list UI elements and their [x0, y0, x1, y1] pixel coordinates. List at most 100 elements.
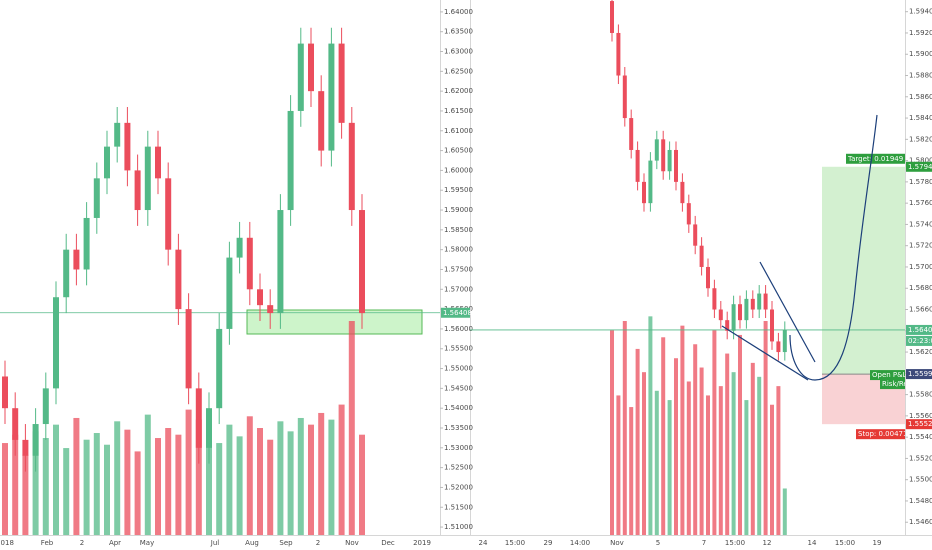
volume-bar [318, 412, 325, 535]
x-tick-label: Apr [109, 539, 121, 547]
candle-body [246, 237, 253, 290]
y-tick-label: 1.55800 [909, 391, 932, 399]
volume-bar [195, 419, 202, 535]
x-tick-label: 29 [544, 539, 553, 547]
last-price-label-box [906, 324, 932, 335]
y-tick-label: 1.59000 [444, 206, 473, 214]
x-tick-label: 15:00 [505, 539, 525, 547]
y-tick-label: 1.61000 [444, 127, 473, 135]
candle-body [699, 245, 704, 267]
open-pnl-label: Open P&L: 0.0 [872, 371, 922, 379]
candle-body [155, 146, 161, 179]
x-tick-label: 14 [808, 539, 817, 547]
volume-bar [297, 417, 304, 535]
candle-body [622, 75, 627, 119]
candle-body [338, 43, 345, 123]
y-tick-label: 1.55400 [909, 433, 932, 441]
volume-bar [2, 443, 8, 535]
stop-label: Stop: 0.00471 (0.30 [858, 430, 928, 438]
volume-bar [635, 348, 640, 535]
volume-bar [725, 353, 730, 535]
candle-body [738, 304, 742, 321]
y-tick-label: 1.51500 [444, 503, 473, 511]
x-tick-label: Dec [381, 539, 395, 547]
y-tick-label: 1.54600 [909, 518, 932, 526]
x-tick-label: 15:00 [725, 539, 745, 547]
volume-bar [782, 488, 787, 535]
candle-body [770, 309, 774, 342]
candle-body [22, 439, 29, 456]
volume-bar [42, 438, 49, 535]
candle-body [629, 118, 634, 150]
projection-curve [789, 114, 878, 381]
volume-bar [287, 431, 294, 535]
support-zone [246, 309, 423, 335]
volume-bar [155, 438, 161, 535]
y-tick-label: 1.52000 [444, 483, 473, 491]
x-tick-label: Sep [279, 539, 293, 547]
last-price-label-box [441, 307, 470, 318]
y-tick-label: 1.58600 [909, 93, 932, 101]
target-label: Target: 0.01949 (1.25%) [847, 155, 932, 163]
volume-bar [776, 386, 781, 535]
x-tick-label: May [140, 539, 154, 547]
volume-bar [267, 439, 274, 535]
volume-bar [22, 454, 29, 535]
stop-price-label-box [906, 419, 932, 430]
candle-body [32, 424, 39, 456]
volume-bar [338, 404, 345, 535]
candle-body [93, 178, 100, 218]
volume-bar [104, 444, 110, 535]
candle-body [257, 289, 263, 306]
x-tick-label: Nov [610, 539, 624, 547]
x-tick-label: 12 [763, 539, 772, 547]
y-tick-label: 1.62500 [444, 67, 473, 75]
volume-bar [699, 367, 704, 535]
volume-bar [770, 404, 774, 535]
candle-body [42, 388, 49, 425]
y-tick-label: 1.58000 [444, 246, 473, 254]
volume-bar [348, 321, 355, 535]
candle-body [216, 328, 223, 409]
candle-body [226, 257, 233, 329]
volume-bar [185, 409, 192, 535]
volume-bar [763, 321, 768, 535]
volume-bar [63, 448, 70, 535]
candle-body [2, 376, 8, 409]
candle-body [731, 304, 736, 331]
entry-price-label: 1.55993 [908, 370, 932, 378]
y-tick-label: 1.57000 [909, 263, 932, 271]
volume-bar [206, 431, 212, 535]
x-tick-label: 2019 [413, 539, 431, 547]
volume-bar [616, 395, 621, 535]
volume-bar [53, 424, 59, 535]
candle-body [744, 298, 749, 321]
candle-body [328, 43, 335, 151]
x-tick-label: Aug [245, 539, 259, 547]
volume-bar [706, 395, 710, 535]
candle-body [236, 237, 243, 258]
x-tick-label: Nov [345, 539, 359, 547]
x-tick-label: Feb [41, 539, 54, 547]
candle-body [104, 146, 110, 179]
candle-body [308, 43, 314, 92]
trend-line [759, 261, 816, 363]
candle-body [686, 203, 691, 225]
target-price-label: 1.57942 [908, 163, 932, 171]
candle-body [206, 408, 212, 448]
candle-body [712, 288, 717, 310]
y-tick-label: 1.57800 [909, 178, 932, 186]
volume-bar [83, 439, 90, 535]
target-zone [822, 166, 905, 375]
candle-body [134, 170, 141, 211]
candle-body [725, 320, 730, 331]
y-tick-label: 1.59000 [909, 50, 932, 58]
y-tick-label: 1.52500 [444, 464, 473, 472]
x-tick-label: 15:00 [835, 539, 855, 547]
candle-body [175, 249, 182, 310]
y-tick-label: 1.53000 [444, 444, 473, 452]
candle-body [63, 249, 70, 298]
stop-price-label: 1.55522 [908, 420, 932, 428]
y-tick-label: 1.58800 [909, 72, 932, 80]
y-tick-label: 1.55200 [909, 454, 932, 462]
